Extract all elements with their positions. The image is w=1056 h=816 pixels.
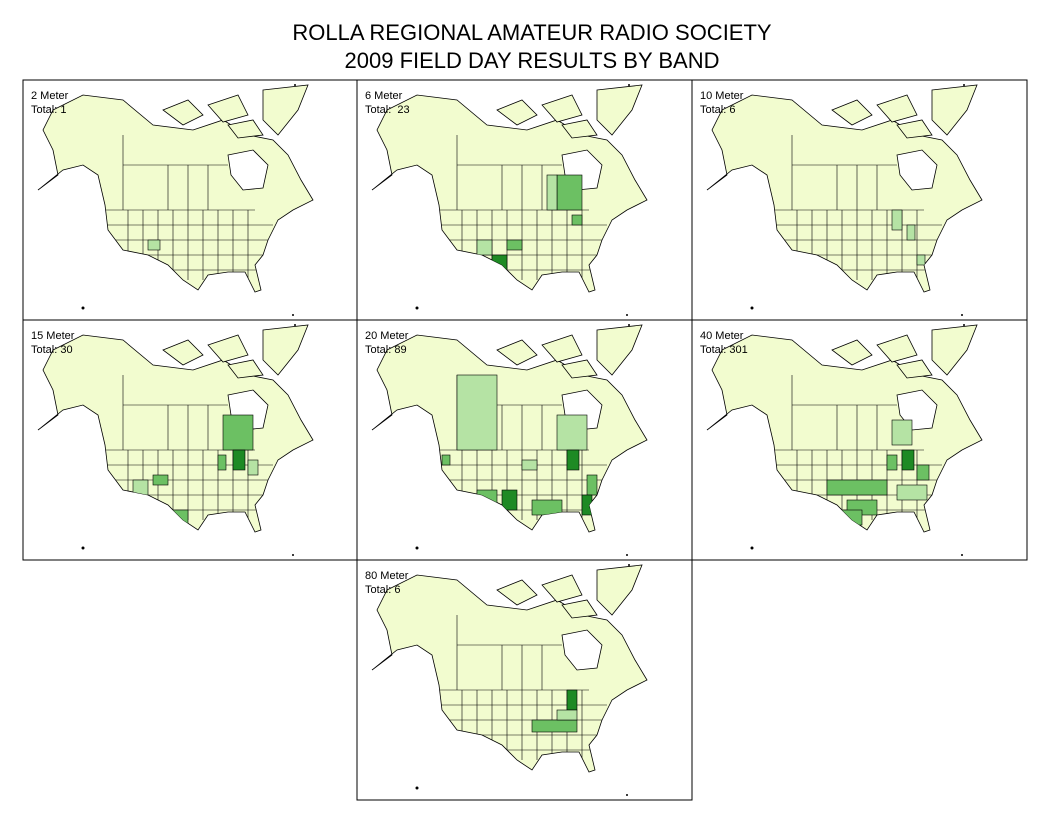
region-highlight — [476, 239, 493, 256]
map-panel: 2 Meter Total: 1 — [22, 79, 359, 321]
map-panel: 20 Meter Total: 89 — [356, 319, 693, 561]
region-highlight — [891, 209, 903, 231]
region-highlight — [566, 449, 580, 471]
region-highlight — [566, 689, 578, 711]
region-highlight — [906, 224, 916, 241]
band-label: 15 Meter — [31, 330, 75, 342]
region-highlight — [901, 449, 915, 471]
band-label: 10 Meter — [700, 90, 744, 102]
highlight-group — [476, 174, 583, 271]
band-label: 80 Meter — [365, 570, 409, 582]
band-label: 20 Meter — [365, 330, 409, 342]
highlight-group — [441, 374, 598, 516]
highlight-group — [826, 419, 930, 526]
highlight-group — [132, 414, 259, 526]
region-highlight — [456, 374, 498, 451]
band-label: 2 Meter — [31, 90, 69, 102]
total-label: Total: 30 — [31, 344, 73, 356]
region-highlight — [531, 719, 578, 733]
region-highlight — [222, 414, 254, 451]
highlight-group — [891, 209, 926, 266]
map-panel: 10 Meter Total: 6 — [691, 79, 1028, 321]
band-label: 6 Meter — [365, 90, 403, 102]
region-highlight — [441, 454, 451, 466]
region-highlight — [896, 484, 928, 501]
total-label: Total: 301 — [700, 344, 748, 356]
region-highlight — [501, 489, 518, 511]
map-panel: 15 Meter Total: 30 — [22, 319, 359, 561]
region-highlight — [571, 214, 583, 226]
region-highlight — [232, 449, 246, 471]
region-highlight — [556, 709, 578, 721]
title-line: 2009 FIELD DAY RESULTS BY BAND — [345, 48, 720, 73]
total-label: Total: 89 — [365, 344, 407, 356]
region-highlight — [152, 474, 169, 486]
region-highlight — [217, 454, 227, 471]
total-label: Total: 23 — [365, 104, 410, 116]
map-panel: 80 Meter Total: 6 — [356, 559, 693, 801]
highlight-group — [531, 689, 578, 733]
region-highlight — [916, 254, 926, 266]
map-panel: 6 Meter Total: 23 — [356, 79, 693, 321]
region-highlight — [521, 459, 538, 471]
highlight-group — [147, 239, 161, 251]
total-label: Total: 6 — [700, 104, 735, 116]
region-highlight — [886, 454, 898, 471]
region-highlight — [826, 479, 888, 496]
region-highlight — [916, 464, 930, 481]
map-panel: 40 Meter Total: 301 — [691, 319, 1028, 561]
region-highlight — [546, 174, 558, 211]
region-highlight — [506, 239, 523, 251]
region-highlight — [556, 414, 588, 451]
region-highlight — [247, 459, 259, 476]
total-label: Total: 6 — [365, 584, 400, 596]
region-highlight — [586, 474, 598, 496]
region-highlight — [891, 419, 913, 446]
band-label: 40 Meter — [700, 330, 744, 342]
region-highlight — [556, 174, 583, 211]
region-highlight — [147, 239, 161, 251]
total-label: Total: 1 — [31, 104, 66, 116]
title-line: ROLLA REGIONAL AMATEUR RADIO SOCIETY — [292, 20, 772, 45]
